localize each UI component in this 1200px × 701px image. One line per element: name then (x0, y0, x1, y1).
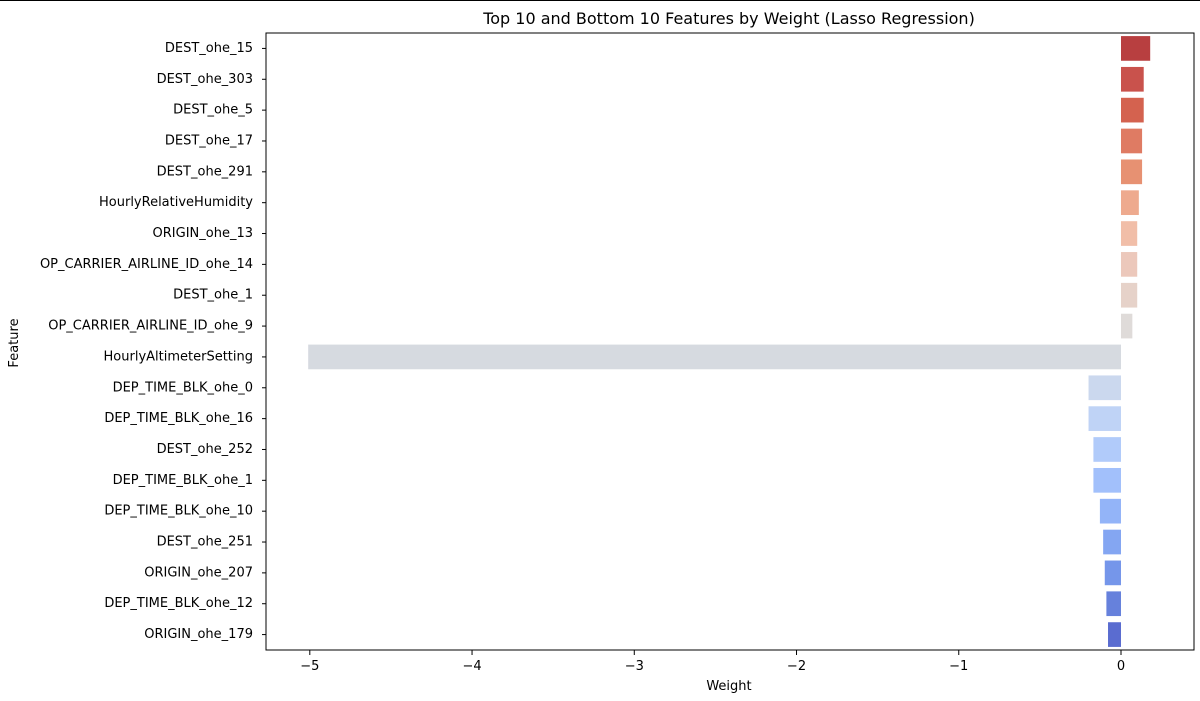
bar-DEST_ohe_291 (1120, 159, 1143, 185)
y-tick-label: ORIGIN_ohe_207 (144, 565, 253, 580)
y-tick-label: DEP_TIME_BLK_ohe_10 (104, 504, 253, 519)
bar-DEP_TIME_BLK_ohe_1 (1093, 467, 1121, 493)
y-tick-label: DEST_ohe_251 (157, 535, 253, 550)
x-tick-label: −5 (300, 659, 319, 674)
y-tick-label: DEST_ohe_15 (165, 41, 253, 56)
bar-DEST_ohe_5 (1120, 97, 1144, 123)
bar-DEP_TIME_BLK_ohe_16 (1088, 406, 1121, 431)
bar-DEP_TIME_BLK_ohe_10 (1099, 498, 1121, 524)
x-tick-label: 0 (1117, 659, 1125, 674)
y-tick-label: DEST_ohe_252 (157, 442, 253, 457)
y-tick-label: OP_CARRIER_AIRLINE_ID_ohe_14 (40, 257, 253, 272)
bar-HourlyAltimeterSetting (308, 344, 1121, 370)
x-tick-label: −2 (787, 659, 806, 674)
bar-ORIGIN_ohe_207 (1104, 560, 1121, 586)
x-ticks: −5 −4 −3 −2 −1 0 (300, 650, 1125, 674)
bar-HourlyRelativeHumidity (1120, 190, 1139, 216)
bars-group (308, 36, 1151, 647)
bar-DEST_ohe_303 (1120, 66, 1144, 92)
y-axis-label: Feature (7, 318, 22, 367)
y-tick-label: ORIGIN_ohe_13 (153, 226, 253, 241)
y-tick-labels: DEST_ohe_15 DEST_ohe_303 DEST_ohe_5 DEST_oh… (40, 41, 266, 642)
x-tick-label: −3 (625, 659, 644, 674)
plot-area-frame (265, 32, 1195, 651)
bar-DEP_TIME_BLK_ohe_12 (1106, 591, 1121, 617)
y-tick-label: DEP_TIME_BLK_ohe_0 (113, 380, 253, 395)
y-tick-label: HourlyRelativeHumidity (99, 195, 253, 210)
bar-DEST_ohe_17 (1120, 128, 1143, 154)
y-tick-label: OP_CARRIER_AIRLINE_ID_ohe_9 (48, 319, 253, 334)
bar-DEST_ohe_252 (1093, 437, 1121, 462)
bar-DEP_TIME_BLK_ohe_0 (1088, 375, 1121, 401)
y-tick-label: DEP_TIME_BLK_ohe_16 (104, 411, 253, 426)
y-tick-label: DEST_ohe_1 (173, 288, 253, 303)
bar-ORIGIN_ohe_179 (1108, 622, 1121, 647)
y-tick-label: ORIGIN_ohe_179 (144, 627, 253, 642)
x-axis-label: Weight (706, 679, 751, 694)
bar-OP_CARRIER_AIRLINE_ID_ohe_14 (1120, 252, 1138, 277)
y-tick-label: DEST_ohe_17 (165, 133, 253, 148)
y-tick-label: DEP_TIME_BLK_ohe_1 (113, 473, 253, 488)
bar-OP_CARRIER_AIRLINE_ID_ohe_9 (1120, 313, 1133, 339)
bar-DEST_ohe_251 (1103, 529, 1121, 555)
y-tick-label: DEST_ohe_303 (157, 72, 253, 87)
chart-title: Top 10 and Bottom 10 Features by Weight … (482, 9, 975, 28)
bar-DEST_ohe_1 (1120, 282, 1138, 308)
y-tick-label: DEST_ohe_5 (173, 103, 253, 118)
bar-DEST_ohe_15 (1120, 36, 1151, 61)
y-tick-label: HourlyAltimeterSetting (104, 349, 253, 364)
x-tick-label: −4 (462, 659, 481, 674)
x-tick-label: −1 (949, 659, 968, 674)
y-tick-label: DEP_TIME_BLK_ohe_12 (104, 596, 253, 611)
bar-ORIGIN_ohe_13 (1120, 221, 1138, 246)
top-border (0, 0, 1200, 1)
y-tick-label: DEST_ohe_291 (157, 164, 253, 179)
